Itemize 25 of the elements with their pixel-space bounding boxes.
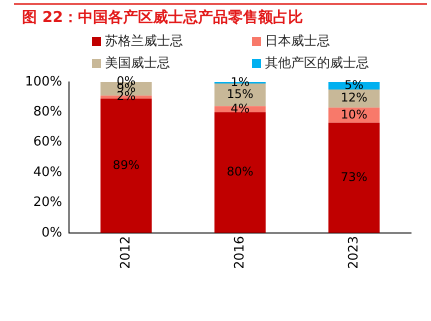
data-label: 73%	[340, 170, 368, 184]
bar	[328, 122, 380, 233]
data-label: 80%	[226, 164, 254, 179]
legend-label: 美国威士忌	[105, 55, 170, 72]
data-label: 5%	[344, 78, 364, 92]
data-label: 12%	[340, 90, 368, 105]
y-tick-label: 60%	[33, 134, 62, 150]
legend-label: 苏格兰威士忌	[105, 33, 183, 50]
data-label: 15%	[226, 86, 254, 101]
y-tick-label: 20%	[33, 195, 62, 210]
y-tick-label: 0%	[42, 225, 62, 240]
bar	[100, 98, 152, 233]
y-tick-label: 80%	[33, 104, 62, 120]
bar	[214, 112, 266, 233]
legend-label: 其他产区的威士忌	[265, 55, 369, 72]
y-tick-label: 40%	[33, 164, 62, 180]
x-tick-label: 2012	[118, 236, 134, 270]
x-tick-label: 2016	[232, 236, 248, 270]
y-tick-label: 100%	[24, 74, 62, 90]
legend-label: 日本威士忌	[265, 33, 330, 50]
data-label: 4%	[230, 101, 250, 116]
x-tick-label: 2023	[346, 236, 362, 270]
data-label: 89%	[112, 158, 140, 172]
data-label: 10%	[340, 107, 368, 122]
chart-title: 图 22：中国各产区威士忌产品零售额占比	[22, 8, 304, 27]
